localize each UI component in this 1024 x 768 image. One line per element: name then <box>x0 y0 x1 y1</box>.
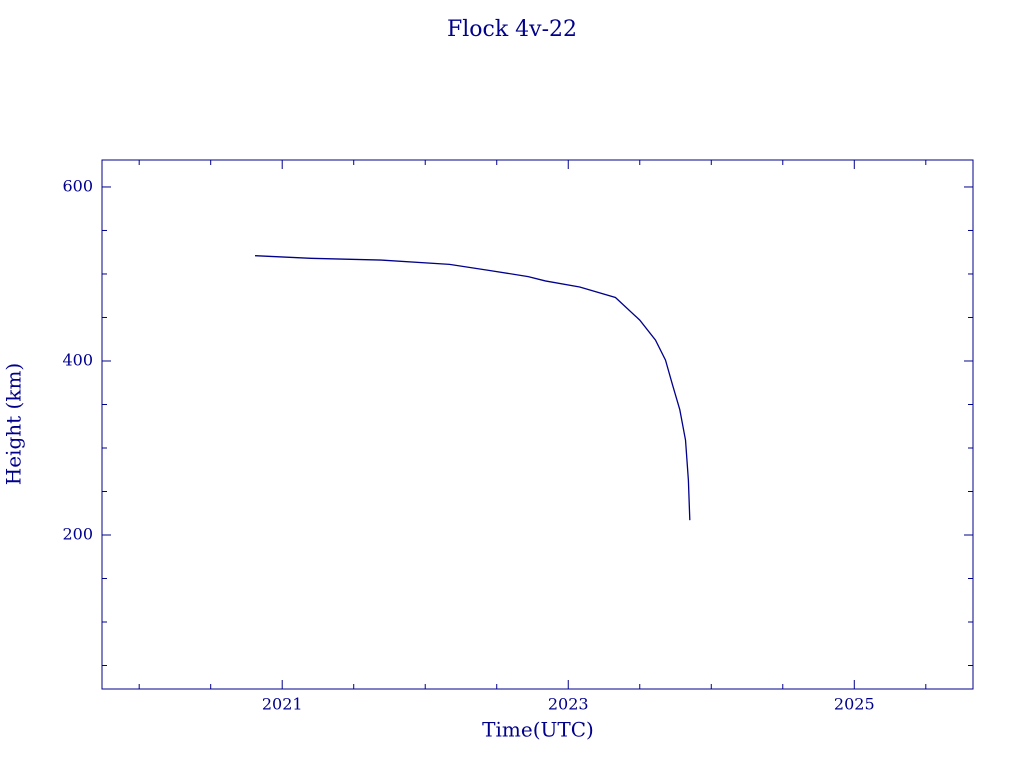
y-axis-label: Height (km) <box>2 363 26 485</box>
chart-title: Flock 4v-22 <box>447 17 577 42</box>
y-tick-label: 200 <box>62 524 93 543</box>
data-line <box>255 255 691 521</box>
y-tick-label: 600 <box>62 176 93 195</box>
y-tick-label: 400 <box>62 350 93 369</box>
plot-frame <box>101 159 974 690</box>
x-tick-label: 2025 <box>834 695 875 714</box>
x-axis-label: Time(UTC) <box>482 718 594 742</box>
x-tick-label: 2023 <box>548 695 589 714</box>
x-tick-label: 2021 <box>262 695 303 714</box>
